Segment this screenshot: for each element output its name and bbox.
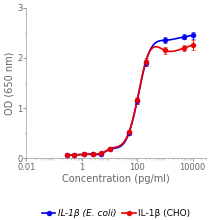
X-axis label: Concentration (pg/ml): Concentration (pg/ml) [62, 174, 170, 184]
Y-axis label: OD (650 nm): OD (650 nm) [4, 51, 14, 115]
Legend: IL-1β (E. coli), IL-1β (CHO): IL-1β (E. coli), IL-1β (CHO) [38, 205, 194, 220]
